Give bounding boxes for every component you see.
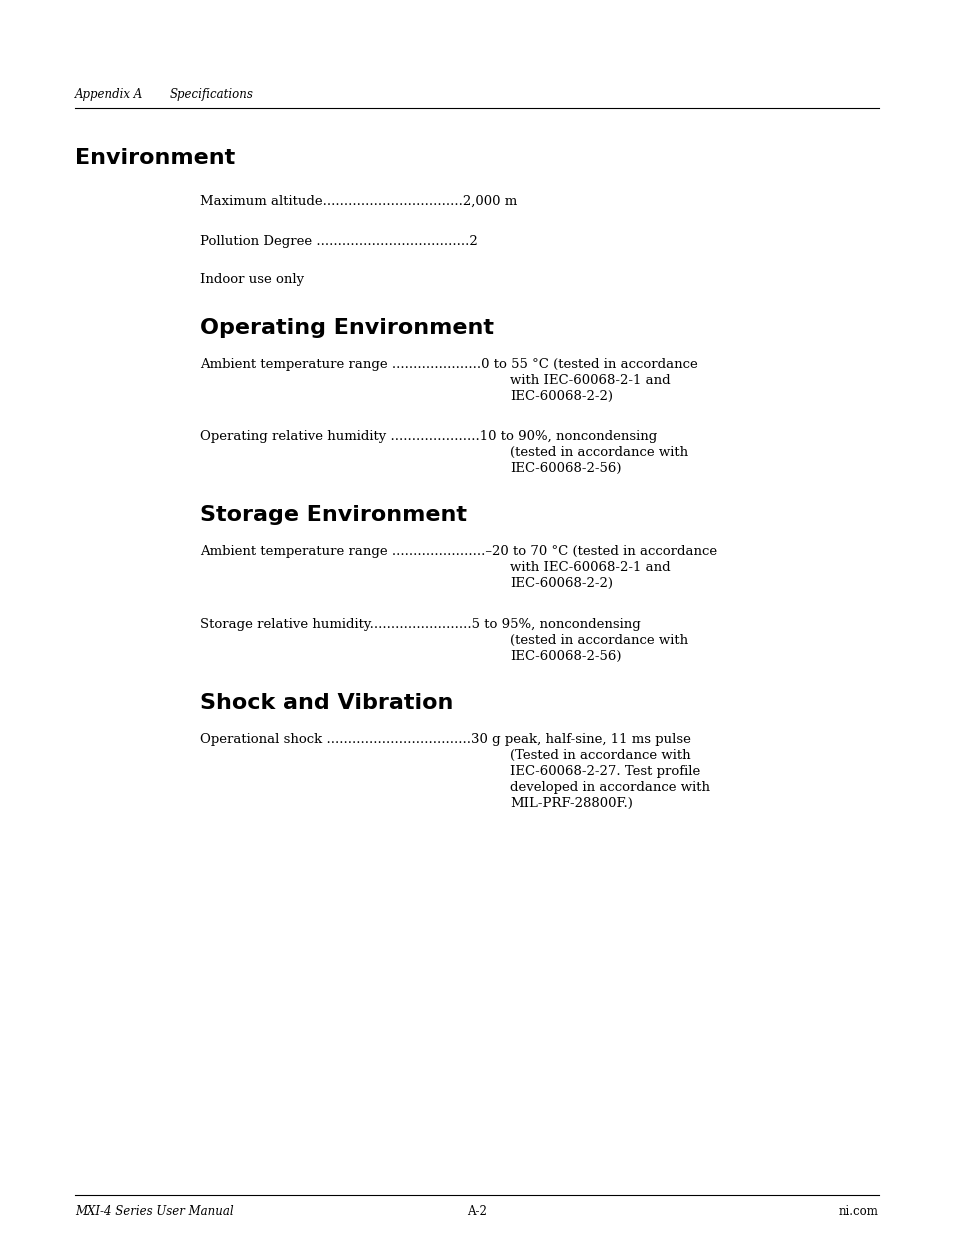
Text: Pollution Degree ....................................2: Pollution Degree .......................…: [200, 235, 477, 248]
Text: Operating relative humidity .....................10 to 90%, noncondensing: Operating relative humidity ............…: [200, 430, 657, 443]
Text: IEC-60068-2-2): IEC-60068-2-2): [510, 577, 613, 590]
Text: (tested in accordance with: (tested in accordance with: [510, 446, 687, 459]
Text: Storage Environment: Storage Environment: [200, 505, 467, 525]
Text: Ambient temperature range .....................0 to 55 °C (tested in accordance: Ambient temperature range ..............…: [200, 358, 697, 370]
Text: MIL-PRF-28800F.): MIL-PRF-28800F.): [510, 797, 632, 810]
Text: IEC-60068-2-2): IEC-60068-2-2): [510, 390, 613, 403]
Text: MXI-4 Series User Manual: MXI-4 Series User Manual: [75, 1205, 233, 1218]
Text: IEC-60068-2-27. Test profile: IEC-60068-2-27. Test profile: [510, 764, 700, 778]
Text: Maximum altitude.................................2,000 m: Maximum altitude........................…: [200, 195, 517, 207]
Text: Ambient temperature range ......................–20 to 70 °C (tested in accordan: Ambient temperature range ..............…: [200, 545, 717, 558]
Text: Operational shock ..................................30 g peak, half-sine, 11 ms : Operational shock ......................…: [200, 734, 690, 746]
Text: Specifications: Specifications: [170, 88, 253, 101]
Text: Shock and Vibration: Shock and Vibration: [200, 693, 453, 713]
Text: (Tested in accordance with: (Tested in accordance with: [510, 748, 690, 762]
Text: IEC-60068-2-56): IEC-60068-2-56): [510, 650, 620, 663]
Text: Environment: Environment: [75, 148, 235, 168]
Text: developed in accordance with: developed in accordance with: [510, 781, 709, 794]
Text: Operating Environment: Operating Environment: [200, 317, 494, 338]
Text: ni.com: ni.com: [839, 1205, 878, 1218]
Text: Appendix A: Appendix A: [75, 88, 143, 101]
Text: Indoor use only: Indoor use only: [200, 273, 304, 287]
Text: IEC-60068-2-56): IEC-60068-2-56): [510, 462, 620, 475]
Text: Storage relative humidity........................5 to 95%, noncondensing: Storage relative humidity...............…: [200, 618, 640, 631]
Text: A-2: A-2: [467, 1205, 486, 1218]
Text: (tested in accordance with: (tested in accordance with: [510, 634, 687, 647]
Text: with IEC-60068-2-1 and: with IEC-60068-2-1 and: [510, 561, 670, 574]
Text: with IEC-60068-2-1 and: with IEC-60068-2-1 and: [510, 374, 670, 387]
